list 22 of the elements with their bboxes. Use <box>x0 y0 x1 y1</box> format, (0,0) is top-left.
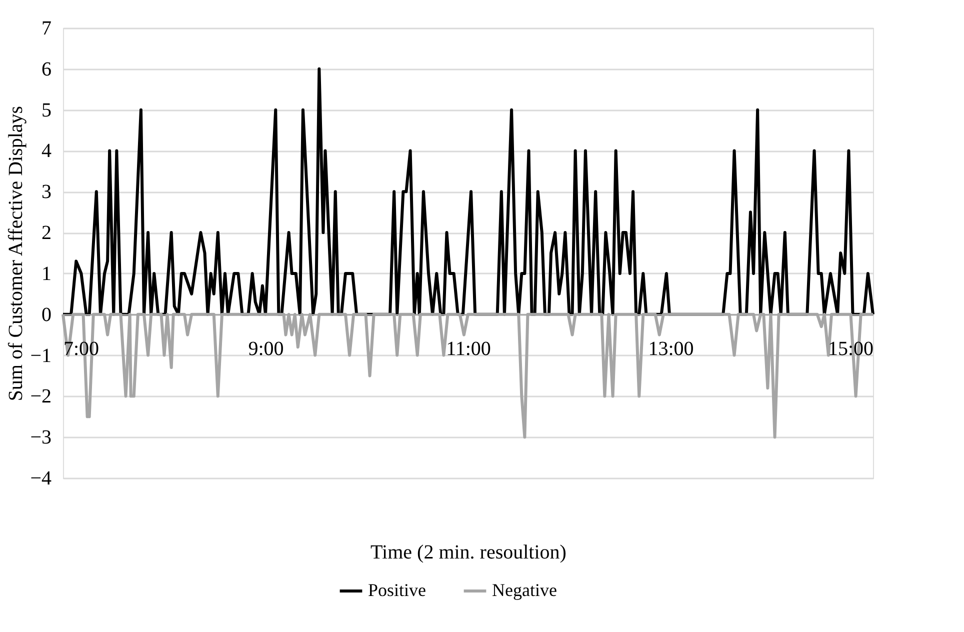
y-tick-label: 4 <box>42 140 52 162</box>
legend-label: Negative <box>492 580 557 600</box>
y-tick-label: −2 <box>30 386 52 408</box>
y-tick-label: −1 <box>30 344 52 367</box>
y-axis-title: Sum of Customer Affective Displays <box>5 106 28 402</box>
y-tick-label: 5 <box>42 99 52 122</box>
y-tick-label: −4 <box>30 468 52 490</box>
y-tick-label: 7 <box>42 18 52 40</box>
line-series <box>62 67 874 316</box>
legend-label: Positive <box>368 580 426 600</box>
x-axis-title: Time (2 min. resoultion) <box>370 542 566 564</box>
x-tick-label: 15:00 <box>828 338 874 360</box>
y-tick-label: −3 <box>30 426 52 449</box>
x-tick-label: 9:00 <box>248 338 284 360</box>
y-tick-label: 3 <box>42 181 52 204</box>
y-tick-label: 2 <box>42 222 52 244</box>
x-tick-label: 7:00 <box>64 338 100 360</box>
y-tick-label: 6 <box>42 58 52 80</box>
y-tick-label: 1 <box>42 262 52 285</box>
y-tick-label: 0 <box>42 304 52 326</box>
x-tick-label: 13:00 <box>648 338 694 360</box>
x-tick-label: 11:00 <box>446 338 491 360</box>
